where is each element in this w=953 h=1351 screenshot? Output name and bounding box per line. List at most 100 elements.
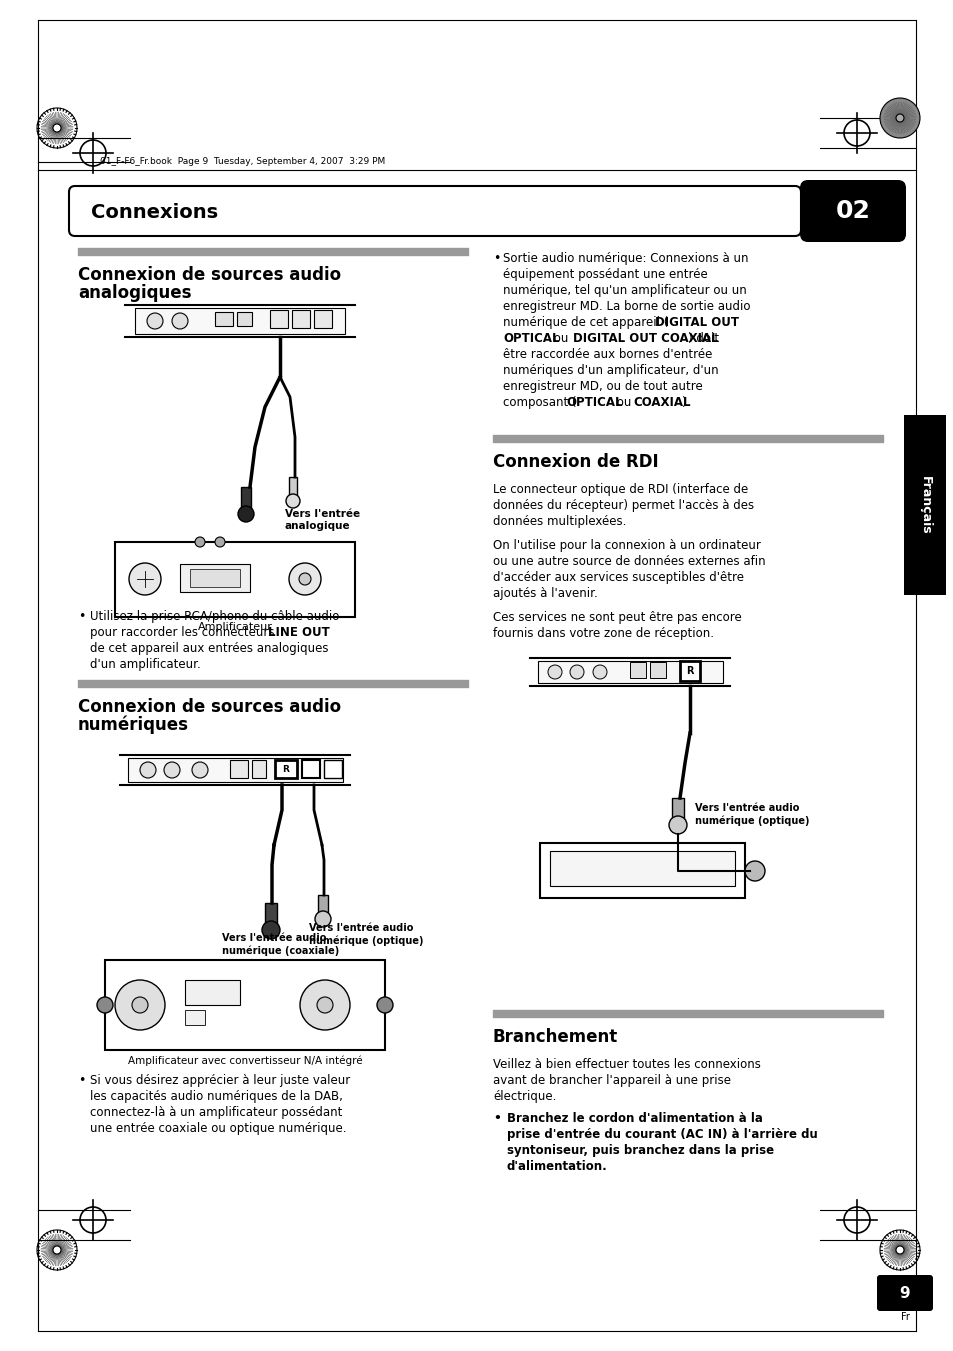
- Bar: [180, 563, 250, 592]
- Circle shape: [237, 507, 253, 521]
- Text: être raccordée aux bornes d'entrée: être raccordée aux bornes d'entrée: [502, 349, 712, 361]
- Circle shape: [298, 573, 311, 585]
- Text: enregistreur MD, ou de tout autre: enregistreur MD, ou de tout autre: [502, 380, 702, 393]
- FancyBboxPatch shape: [69, 186, 801, 236]
- Bar: [671, 798, 683, 823]
- Text: Veillez à bien effectuer toutes les connexions: Veillez à bien effectuer toutes les conn…: [493, 1058, 760, 1071]
- Text: Amplificateur avec convertisseur N/A intégré: Amplificateur avec convertisseur N/A int…: [128, 1056, 362, 1066]
- Text: Connexion de RDI: Connexion de RDI: [493, 453, 658, 471]
- Bar: [903, 415, 945, 594]
- Text: analogique: analogique: [285, 521, 351, 531]
- Bar: [324, 761, 341, 778]
- Text: Sortie audio numérique: Connexions à un: Sortie audio numérique: Connexions à un: [502, 253, 748, 265]
- Text: Le connecteur optique de RDI (interface de: Le connecteur optique de RDI (interface …: [493, 484, 747, 496]
- Circle shape: [97, 997, 112, 1013]
- Circle shape: [376, 997, 393, 1013]
- Circle shape: [547, 665, 561, 680]
- Text: R: R: [685, 666, 693, 676]
- Text: Connexion de sources audio: Connexion de sources audio: [78, 698, 341, 716]
- Text: Connexion de sources audio: Connexion de sources audio: [78, 266, 341, 284]
- Text: R: R: [282, 765, 289, 774]
- FancyBboxPatch shape: [876, 1275, 932, 1310]
- Text: numérique de cet appareil (: numérique de cet appareil (: [502, 316, 668, 330]
- Bar: [241, 486, 251, 512]
- Text: composant (: composant (: [502, 396, 576, 409]
- FancyBboxPatch shape: [800, 180, 905, 242]
- Circle shape: [214, 536, 225, 547]
- Text: électrique.: électrique.: [493, 1090, 556, 1102]
- Circle shape: [129, 563, 161, 594]
- Text: •: •: [493, 253, 500, 265]
- Circle shape: [316, 997, 333, 1013]
- Text: OPTICAL: OPTICAL: [502, 332, 558, 345]
- Circle shape: [744, 861, 764, 881]
- Text: les capacités audio numériques de la DAB,: les capacités audio numériques de la DAB…: [90, 1090, 342, 1102]
- Text: Amplificateur: Amplificateur: [197, 621, 273, 632]
- Circle shape: [140, 762, 156, 778]
- Text: •: •: [493, 1112, 500, 1125]
- Circle shape: [879, 99, 919, 138]
- Circle shape: [262, 921, 280, 939]
- Text: Vers l'entrée audio: Vers l'entrée audio: [222, 934, 326, 943]
- Bar: [537, 661, 722, 684]
- Text: prise d'entrée du courant (AC IN) à l'arrière du: prise d'entrée du courant (AC IN) à l'ar…: [506, 1128, 817, 1142]
- Bar: [115, 542, 355, 617]
- Text: fournis dans votre zone de réception.: fournis dans votre zone de réception.: [493, 627, 713, 640]
- Circle shape: [895, 1246, 903, 1254]
- Text: ) doit: ) doit: [687, 332, 719, 345]
- Text: numérique (coaxiale): numérique (coaxiale): [222, 946, 339, 957]
- Text: Vers l'entrée audio: Vers l'entrée audio: [695, 802, 799, 813]
- Circle shape: [569, 665, 583, 680]
- Bar: [539, 843, 744, 898]
- Bar: [252, 761, 266, 778]
- Bar: [265, 902, 276, 928]
- Text: DIGITAL OUT: DIGITAL OUT: [655, 316, 739, 330]
- Bar: [185, 1011, 205, 1025]
- Circle shape: [53, 124, 61, 132]
- Text: analogiques: analogiques: [78, 284, 192, 303]
- Text: données du récepteur) permet l'accès à des: données du récepteur) permet l'accès à d…: [493, 499, 753, 512]
- Text: Branchement: Branchement: [493, 1028, 618, 1046]
- Text: OPTICAL: OPTICAL: [565, 396, 622, 409]
- Text: ou une autre source de données externes afin: ou une autre source de données externes …: [493, 555, 765, 567]
- Circle shape: [132, 997, 148, 1013]
- Text: équipement possédant une entrée: équipement possédant une entrée: [502, 267, 707, 281]
- Text: •: •: [78, 1074, 85, 1088]
- Circle shape: [172, 313, 188, 330]
- Bar: [128, 758, 343, 782]
- Circle shape: [115, 979, 165, 1029]
- Text: Fr: Fr: [900, 1312, 908, 1323]
- Text: une entrée coaxiale ou optique numérique.: une entrée coaxiale ou optique numérique…: [90, 1121, 346, 1135]
- Bar: [679, 661, 700, 681]
- Circle shape: [164, 762, 180, 778]
- Text: avant de brancher l'appareil à une prise: avant de brancher l'appareil à une prise: [493, 1074, 730, 1088]
- Text: connectez-là à un amplificateur possédant: connectez-là à un amplificateur possédan…: [90, 1106, 342, 1119]
- Text: numérique (optique): numérique (optique): [309, 936, 423, 947]
- Text: pour raccorder les connecteurs: pour raccorder les connecteurs: [90, 626, 278, 639]
- Bar: [649, 662, 665, 678]
- Text: d'accéder aux services susceptibles d'être: d'accéder aux services susceptibles d'êt…: [493, 571, 743, 584]
- Text: numérique, tel qu'un amplificateur ou un: numérique, tel qu'un amplificateur ou un: [502, 284, 746, 297]
- Text: LINE OUT: LINE OUT: [268, 626, 330, 639]
- Text: Branchez le cordon d'alimentation à la: Branchez le cordon d'alimentation à la: [506, 1112, 762, 1125]
- Text: d'un amplificateur.: d'un amplificateur.: [90, 658, 200, 671]
- Text: 02: 02: [835, 199, 869, 223]
- Bar: [236, 312, 252, 326]
- Text: syntoniseur, puis branchez dans la prise: syntoniseur, puis branchez dans la prise: [506, 1144, 773, 1156]
- Bar: [190, 569, 240, 586]
- Bar: [317, 894, 328, 917]
- Text: Utilisez la prise RCA/phono du câble audio: Utilisez la prise RCA/phono du câble aud…: [90, 611, 339, 623]
- Text: DIGITAL OUT COAXIAL: DIGITAL OUT COAXIAL: [573, 332, 718, 345]
- Text: numériques: numériques: [78, 716, 189, 735]
- Bar: [289, 477, 296, 499]
- Text: Français: Français: [918, 476, 930, 534]
- Text: ajoutés à l'avenir.: ajoutés à l'avenir.: [493, 586, 598, 600]
- Circle shape: [147, 313, 163, 330]
- Bar: [629, 662, 645, 678]
- Bar: [214, 312, 233, 326]
- Bar: [135, 308, 345, 334]
- Text: Vers l'entrée: Vers l'entrée: [285, 509, 359, 519]
- Text: numérique (optique): numérique (optique): [695, 816, 809, 827]
- Circle shape: [194, 536, 205, 547]
- Text: COAXIAL: COAXIAL: [633, 396, 690, 409]
